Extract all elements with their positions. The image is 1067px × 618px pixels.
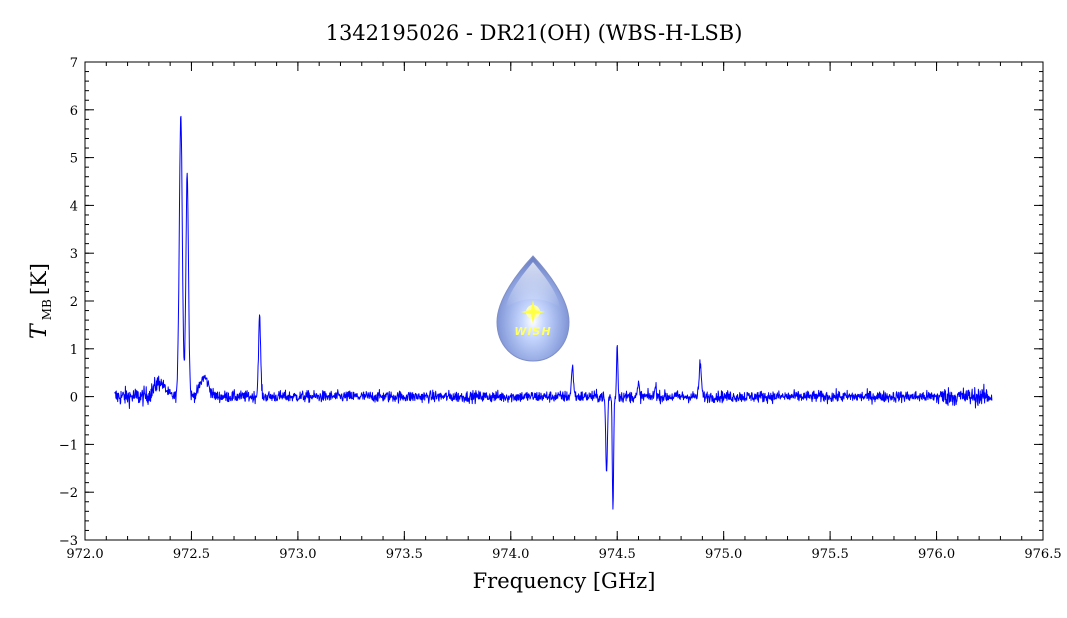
x-tick-label: 975.0 bbox=[705, 547, 742, 562]
x-tick-label: 974.0 bbox=[492, 547, 529, 562]
y-tick-labels: −3 −2 −1 0 1 2 3 4 5 6 7 bbox=[59, 56, 78, 549]
x-tick-label: 976.0 bbox=[918, 547, 955, 562]
x-tick-labels: 972.0 972.5 973.0 973.5 974.0 974.5 975.0 975.5… bbox=[66, 547, 1061, 562]
svg-text:T MB [K]: T MB [K] bbox=[27, 263, 55, 339]
y-tick-label: 5 bbox=[70, 152, 78, 167]
x-tick-label: 973.5 bbox=[386, 547, 423, 562]
x-tick-label: 974.5 bbox=[599, 547, 636, 562]
x-tick-label: 972.5 bbox=[173, 547, 210, 562]
x-tick-label: 976.5 bbox=[1024, 547, 1061, 562]
wish-logo: WISH bbox=[496, 255, 570, 362]
y-tick-label: 1 bbox=[70, 343, 78, 358]
y-tick-label: −3 bbox=[59, 534, 78, 549]
y-axis-label: T MB [K] bbox=[27, 263, 55, 339]
wish-logo-text: WISH bbox=[514, 325, 551, 338]
y-tick-label: 3 bbox=[70, 247, 78, 262]
y-axis-label-unit: [K] bbox=[27, 263, 51, 295]
y-axis-label-sub: MB bbox=[40, 299, 54, 320]
y-tick-label: −2 bbox=[59, 486, 78, 501]
y-tick-label: 0 bbox=[70, 391, 78, 406]
plot-frame bbox=[84, 61, 1044, 541]
chart-title: 1342195026 - DR21(OH) (WBS-H-LSB) bbox=[326, 21, 743, 45]
y-tick-label: 7 bbox=[70, 56, 78, 71]
series-line-1 bbox=[114, 115, 993, 510]
x-tick-label: 973.0 bbox=[279, 547, 316, 562]
y-axis-label-main: T bbox=[27, 322, 52, 339]
y-tick-label: −1 bbox=[59, 438, 78, 453]
star-icon bbox=[521, 300, 545, 324]
y-tick-label: 2 bbox=[70, 295, 78, 310]
y-tick-label: 6 bbox=[70, 104, 78, 119]
x-tick-label: 972.0 bbox=[66, 547, 103, 562]
x-tick-label: 975.5 bbox=[812, 547, 849, 562]
x-axis-label: Frequency [GHz] bbox=[473, 569, 656, 593]
y-tick-label: 4 bbox=[70, 199, 78, 214]
